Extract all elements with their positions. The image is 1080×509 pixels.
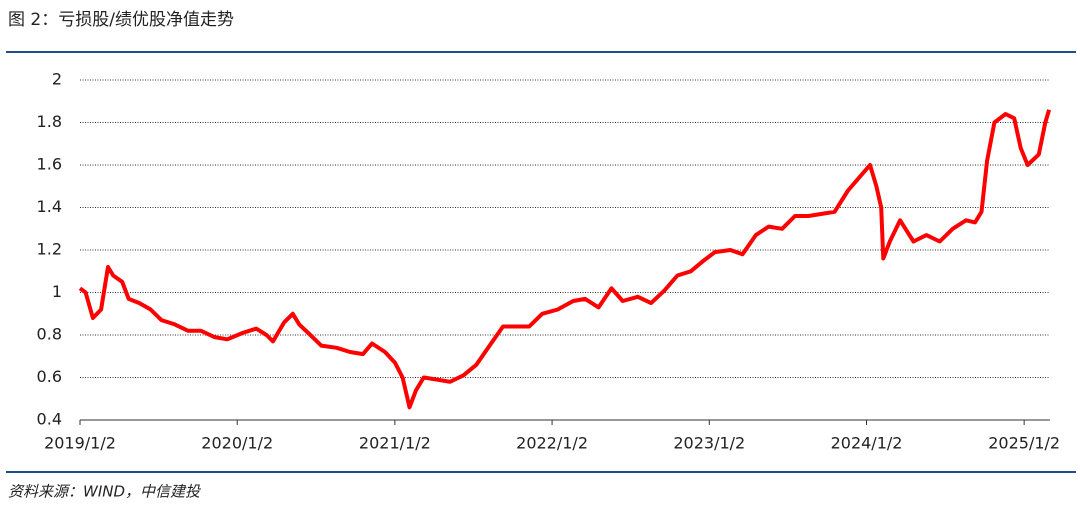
- x-tick-label: 2022/1/2: [516, 434, 588, 453]
- source-note: 资料来源：WIND，中信建投: [8, 483, 202, 501]
- y-tick-label: 1.2: [37, 240, 62, 259]
- y-tick-label: 1: [52, 282, 62, 301]
- series-line: [78, 109, 1052, 410]
- y-tick-label: 0.8: [37, 325, 62, 344]
- y-tick-label: 0.4: [37, 410, 62, 429]
- x-tick-label: 2019/1/2: [44, 434, 116, 453]
- x-tick-label: 2025/1/2: [988, 434, 1060, 453]
- y-tick-label: 2: [52, 70, 62, 89]
- y-tick-label: 1.8: [37, 112, 62, 131]
- x-tick-label: 2020/1/2: [201, 434, 273, 453]
- y-tick-label: 1.4: [37, 197, 62, 216]
- x-tick-label: 2023/1/2: [673, 434, 745, 453]
- y-tick-label: 0.6: [37, 367, 62, 386]
- y-tick-label: 1.6: [37, 155, 62, 174]
- x-tick-label: 2021/1/2: [359, 434, 431, 453]
- chart-title: 图 2：亏损股/绩优股净值走势: [8, 10, 234, 30]
- x-tick-label: 2024/1/2: [831, 434, 903, 453]
